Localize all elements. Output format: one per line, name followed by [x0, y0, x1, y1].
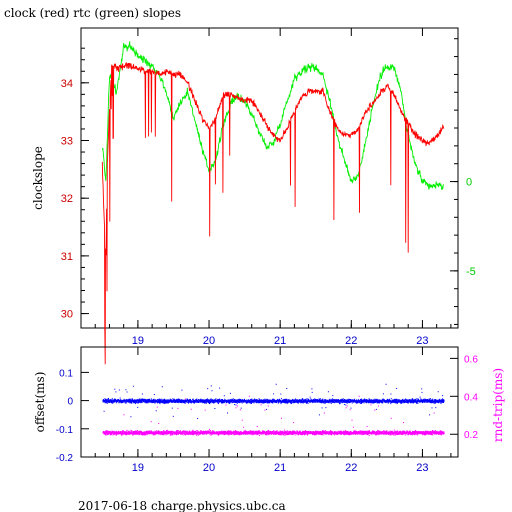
top-y2-tick-label: 0 [466, 177, 472, 189]
top-x-tick-label: 23 [416, 335, 428, 347]
clock-slope-series [101, 62, 445, 365]
roundtrip-y-tick-label: 0.4 [464, 392, 478, 403]
bottom-series [102, 383, 445, 436]
chart-title: clock (red) rtc (green) slopes [4, 6, 181, 20]
roundtrip-scatter-series [102, 395, 445, 436]
footer-text: 2017-06-18 charge.physics.ubc.ca [78, 499, 286, 512]
bottom-panel: offset(ms) rnd-trip(ms) 19 20 21 22 23 0.1 0 -0… [33, 346, 505, 474]
top-series [101, 41, 445, 365]
y-axis-label: clockslope [31, 146, 45, 210]
bottom-x-tick-label: 20 [203, 462, 215, 474]
rtc-slope-series [101, 41, 444, 191]
top-x-tick-label: 20 [203, 335, 215, 347]
roundtrip-axis-label: rnd-trip(ms) [491, 368, 505, 442]
top-x-tick-label: 21 [274, 335, 286, 347]
top-ticks: 19 20 21 22 23 30 31 32 33 34 0 -5 [61, 28, 476, 347]
roundtrip-y-tick-label: 0.2 [464, 430, 478, 441]
top-x-tick-label: 19 [132, 335, 144, 347]
bottom-x-tick-label: 23 [416, 462, 428, 474]
bottom-x-tick-label: 19 [132, 462, 144, 474]
bottom-ticks: 19 20 21 22 23 0.1 0 -0.1 -0.2 0.6 0.4 0.2 [56, 347, 478, 474]
top-y2-tick-label: -5 [466, 266, 476, 278]
top-x-tick-label: 22 [345, 335, 357, 347]
offset-scatter-series [102, 383, 445, 419]
top-y-tick-label: 31 [61, 251, 73, 263]
roundtrip-y-tick-label: 0.6 [464, 354, 478, 365]
top-y-tick-label: 34 [61, 78, 73, 90]
top-plot-frame [80, 27, 459, 329]
offset-y-tick-label: 0.1 [59, 368, 73, 379]
top-panel: clockslope 19 20 21 22 23 30 31 32 33 34 0 -5 [31, 27, 476, 365]
top-y-tick-label: 33 [61, 136, 73, 148]
offset-axis-label: offset(ms) [33, 372, 47, 433]
offset-y-tick-label: 0 [67, 397, 73, 408]
top-y-tick-label: 32 [61, 193, 73, 205]
bottom-plot-frame [80, 346, 459, 458]
bottom-x-tick-label: 21 [274, 462, 286, 474]
bottom-x-tick-label: 22 [345, 462, 357, 474]
offset-y-tick-label: -0.1 [56, 425, 74, 436]
offset-y-tick-label: -0.2 [56, 453, 74, 464]
top-y-tick-label: 30 [61, 309, 73, 321]
